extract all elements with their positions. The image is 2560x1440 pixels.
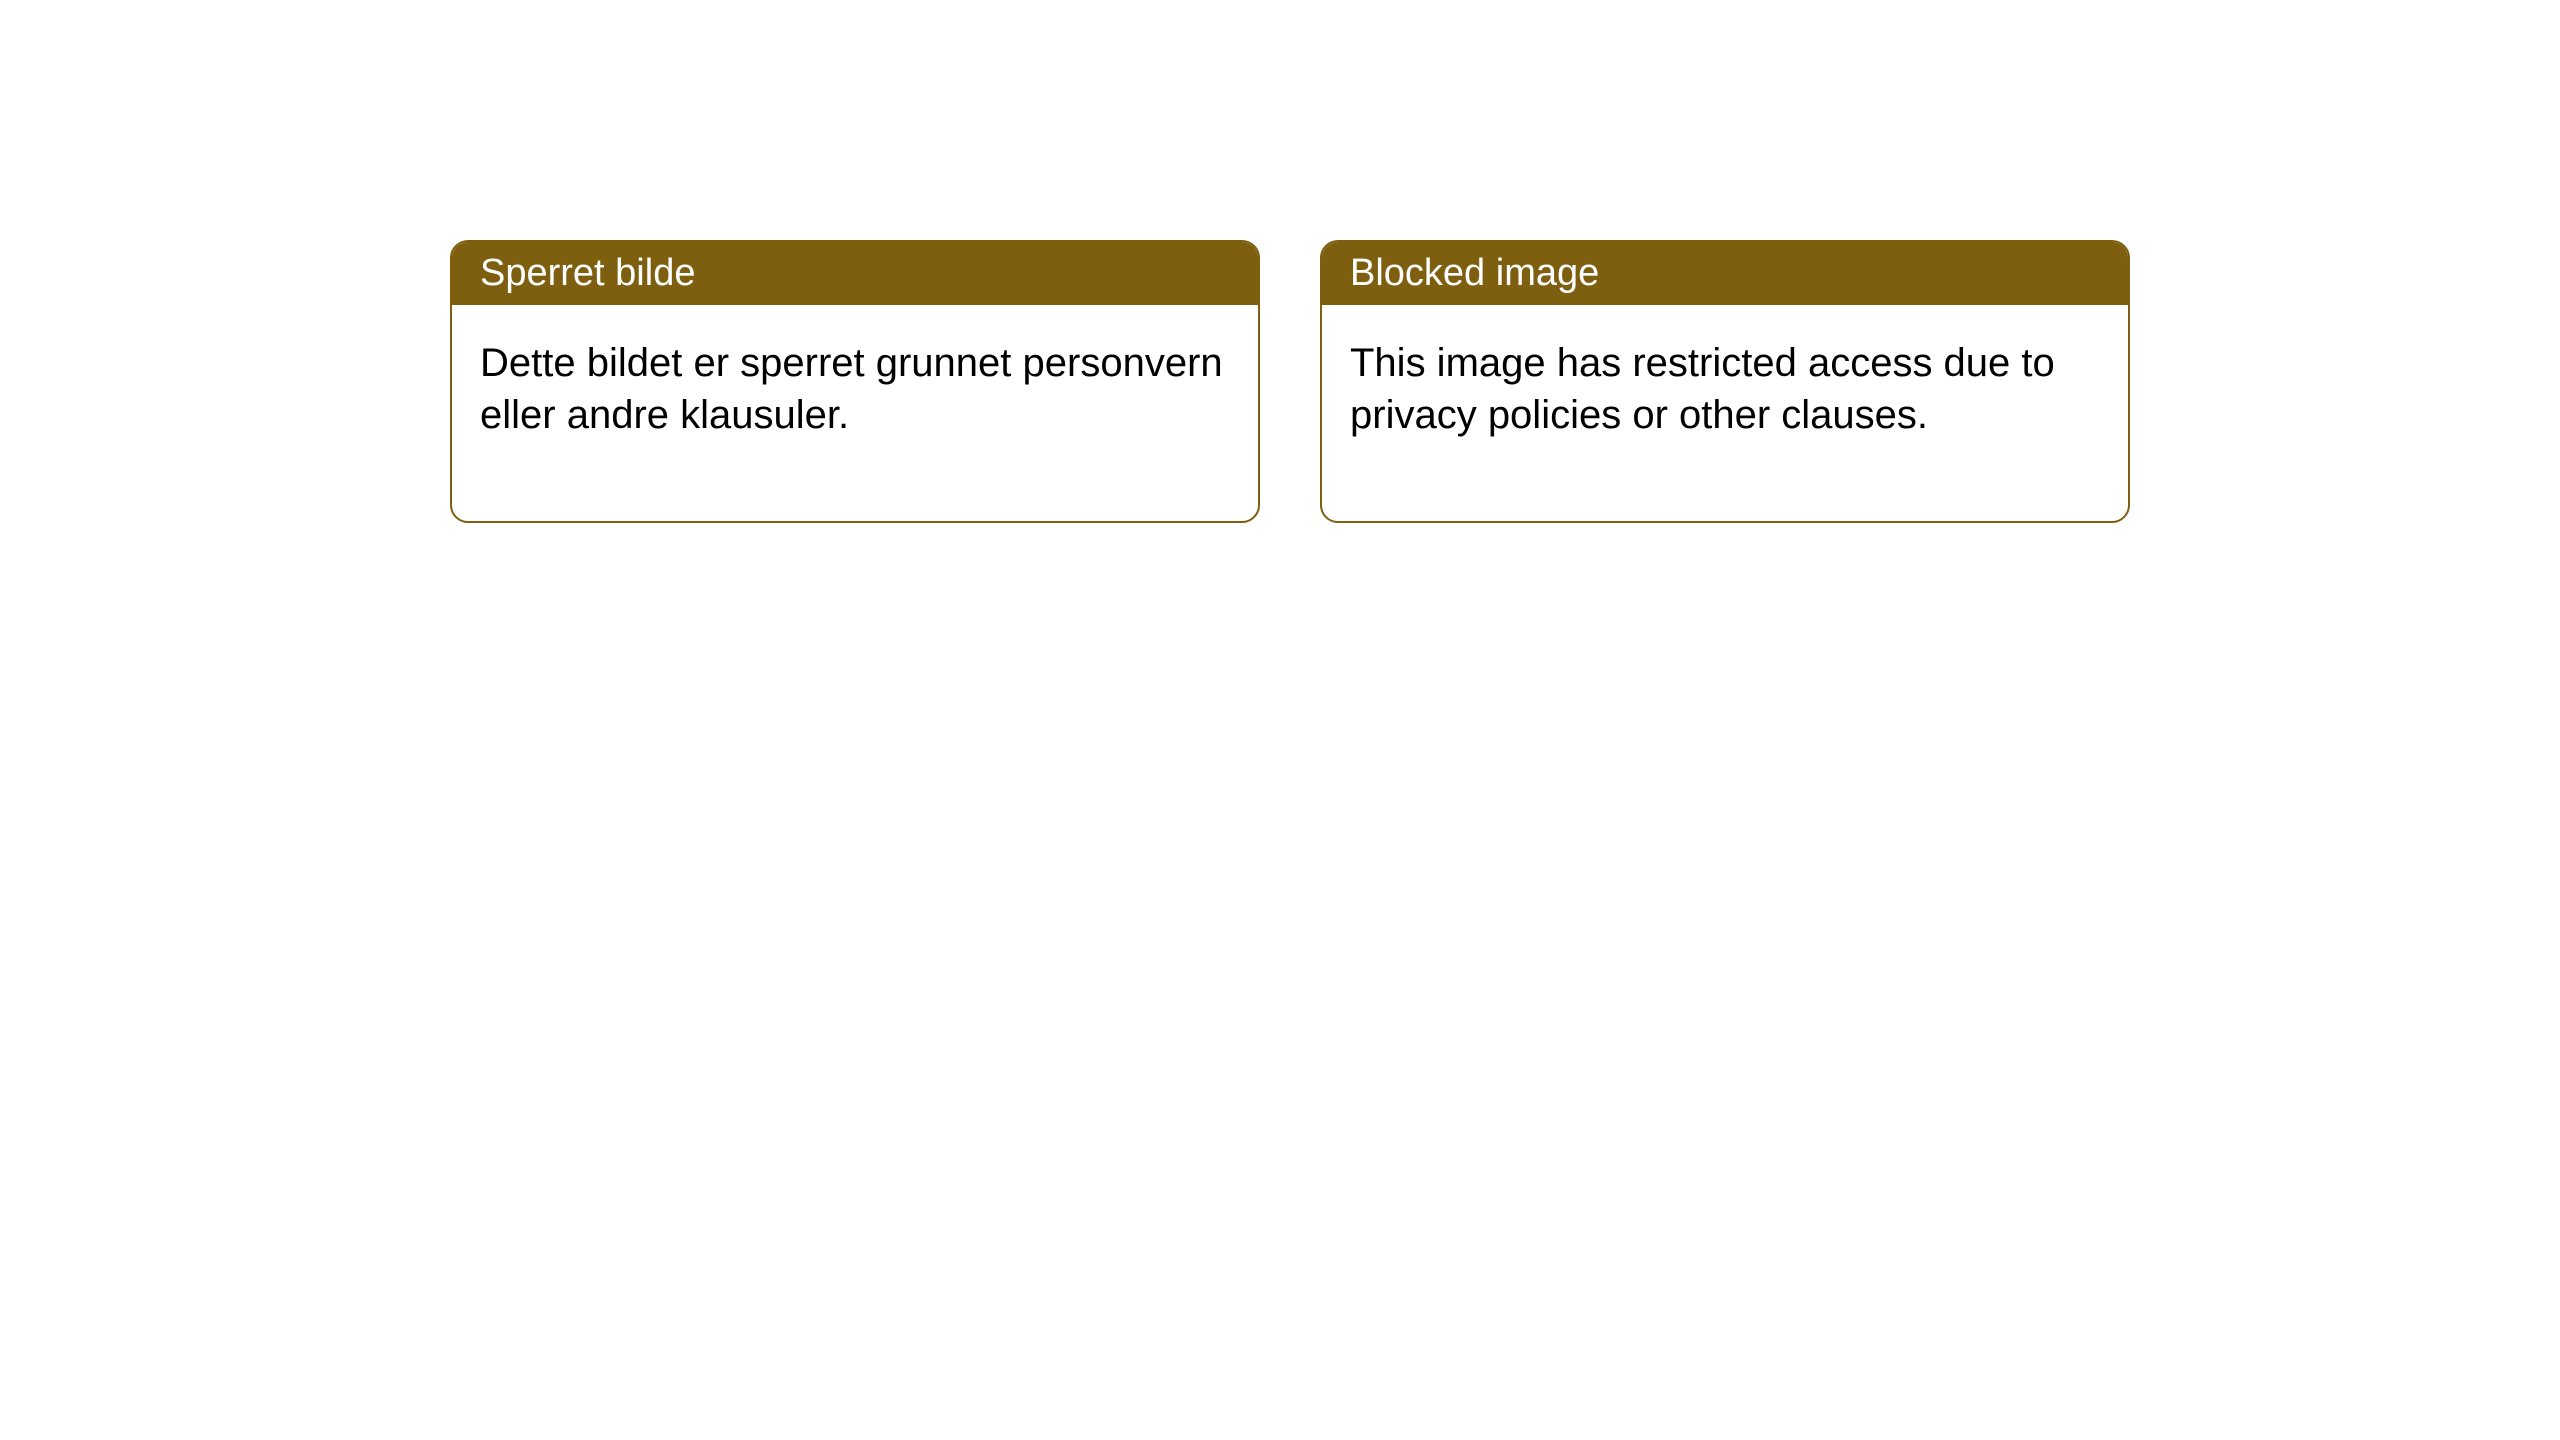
notice-body-text: This image has restricted access due to … [1350,341,2055,437]
notice-body-text: Dette bildet er sperret grunnet personve… [480,341,1223,437]
notice-container: Sperret bilde Dette bildet er sperret gr… [450,240,2130,523]
notice-header-text: Sperret bilde [480,252,695,294]
notice-header: Sperret bilde [452,242,1258,305]
notice-body: Dette bildet er sperret grunnet personve… [452,305,1258,521]
notice-header-text: Blocked image [1350,252,1599,294]
notice-header: Blocked image [1322,242,2128,305]
notice-body: This image has restricted access due to … [1322,305,2128,521]
notice-card-norwegian: Sperret bilde Dette bildet er sperret gr… [450,240,1260,523]
notice-card-english: Blocked image This image has restricted … [1320,240,2130,523]
